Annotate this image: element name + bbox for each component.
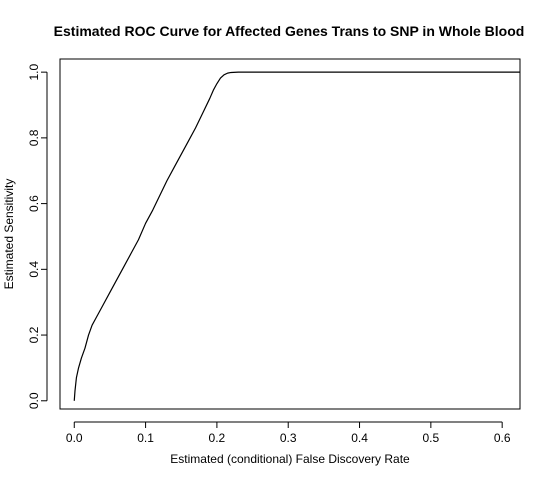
y-tick-label: 0.2 xyxy=(27,326,41,343)
y-axis: 0.0 0.2 0.4 0.6 0.8 1.0 xyxy=(27,63,48,409)
plot-frame xyxy=(59,58,521,410)
y-tick-label: 0.8 xyxy=(27,129,41,146)
y-tick-label: 0.4 xyxy=(27,261,41,278)
chart-title: Estimated ROC Curve for Affected Genes T… xyxy=(54,23,525,39)
y-tick-label: 0.0 xyxy=(27,392,41,409)
x-tick-label: 0.5 xyxy=(423,431,440,445)
x-axis-label: Estimated (conditional) False Discovery … xyxy=(170,452,410,466)
x-tick-label: 0.2 xyxy=(209,431,226,445)
x-tick-label: 0.1 xyxy=(137,431,154,445)
x-axis: 0.0 0.1 0.2 0.3 0.4 0.5 0.6 xyxy=(66,421,511,445)
x-tick-label: 0.4 xyxy=(351,431,368,445)
roc-curve-line xyxy=(73,71,520,401)
plot-area: 0.0 0.1 0.2 0.3 0.4 0.5 0.6 0.0 0.2 0.4 0.6 0.8 1.0 xyxy=(27,58,521,445)
x-tick-label: 0.3 xyxy=(280,431,297,445)
x-tick-label: 0.6 xyxy=(494,431,511,445)
x-tick-label: 0.0 xyxy=(66,431,83,445)
y-tick-label: 1.0 xyxy=(27,63,41,80)
y-tick-label: 0.6 xyxy=(27,195,41,212)
y-axis-label: Estimated Sensitivity xyxy=(2,179,16,290)
series-layer xyxy=(73,71,520,401)
